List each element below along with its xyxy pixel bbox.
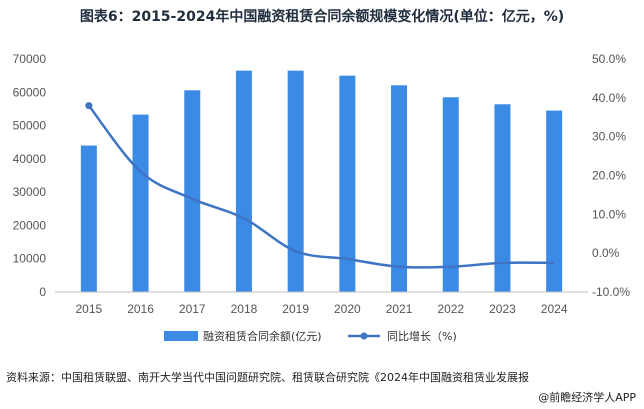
bar-series [80,70,563,293]
x-tick-label: 2015 [75,302,102,316]
y-axis-right: -10.0% 0.0% 10.0% 20.0% 30.0% 40.0% 50.0% [592,52,630,299]
y-right-tick-label: 40.0% [592,91,626,105]
bar-2023 [494,104,511,292]
x-axis: 2015 2016 2017 2018 2019 2020 2021 2022 2023 2024 [55,291,588,316]
x-tick-label: 2017 [179,302,206,316]
chart-title: 图表6：2015-2024年中国融资租赁合同余额规模变化情况(单位：亿元，%) [79,9,565,25]
x-tick-label: 2024 [541,302,568,316]
bar-2020 [339,75,356,293]
y-left-tick-label: 0 [39,285,46,299]
legend-bar-swatch [164,331,198,341]
y-left-tick-label: 40000 [13,152,47,166]
y-right-tick-label: 20.0% [592,169,626,183]
x-tick-label: 2018 [231,302,258,316]
bar-2024 [546,110,563,292]
x-tick-label: 2020 [334,302,361,316]
y-right-tick-label: 0.0% [592,246,620,260]
bar-2017 [184,90,201,292]
y-left-tick-label: 30000 [13,185,47,199]
growth-line [87,104,555,269]
bar-2021 [391,85,408,292]
bar-2018 [235,70,252,293]
x-tick-label: 2022 [437,302,464,316]
y-axis-left: 0 10000 20000 30000 40000 50000 60000 70000 [13,52,47,299]
legend: 融资租赁合同余额(亿元) 同比增长（%) [164,329,457,343]
line-series [85,102,555,269]
y-left-tick-label: 50000 [13,119,47,133]
bar-2016 [132,114,149,292]
x-tick-label: 2021 [386,302,413,316]
y-right-tick-label: 50.0% [592,52,626,66]
brand-label: @前瞻经济学人APP [538,391,636,404]
bar-2022 [442,97,459,293]
y-left-tick-label: 10000 [13,252,47,266]
growth-marker-2015 [85,102,93,110]
y-right-tick-label: 30.0% [592,130,626,144]
source-note: 资料来源：中国租赁联盟、南开大学当代中国问题研究院、租赁联合研究院《2024年中… [6,371,529,384]
x-tick-label: 2016 [127,302,154,316]
legend-bar-label: 融资租赁合同余额(亿元) [203,329,322,343]
x-tick-label: 2019 [282,302,309,316]
legend-line-marker [360,332,368,340]
x-tick-label: 2023 [489,302,516,316]
legend-line-label: 同比增长（%) [387,329,457,343]
y-left-tick-label: 60000 [13,85,47,99]
y-right-tick-label: -10.0% [592,285,630,299]
y-left-tick-label: 20000 [13,218,47,232]
bar-2015 [80,145,97,292]
y-right-tick-label: 10.0% [592,207,626,221]
bar-2019 [287,70,304,293]
y-left-tick-label: 70000 [13,52,47,66]
